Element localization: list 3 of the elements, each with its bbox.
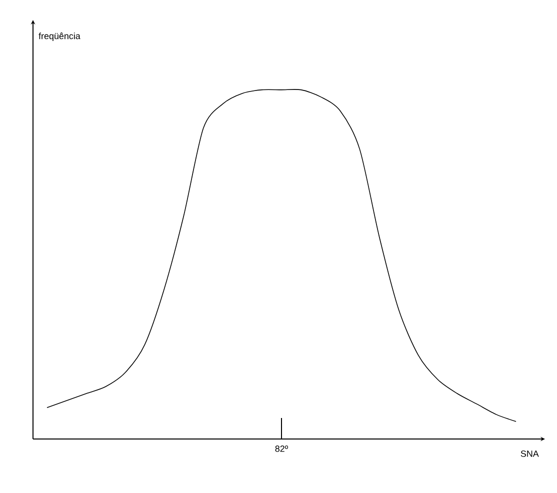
text: 82º	[275, 446, 288, 452]
x-axis-title: SNA	[520, 450, 539, 457]
text: freqüência	[38, 32, 80, 41]
